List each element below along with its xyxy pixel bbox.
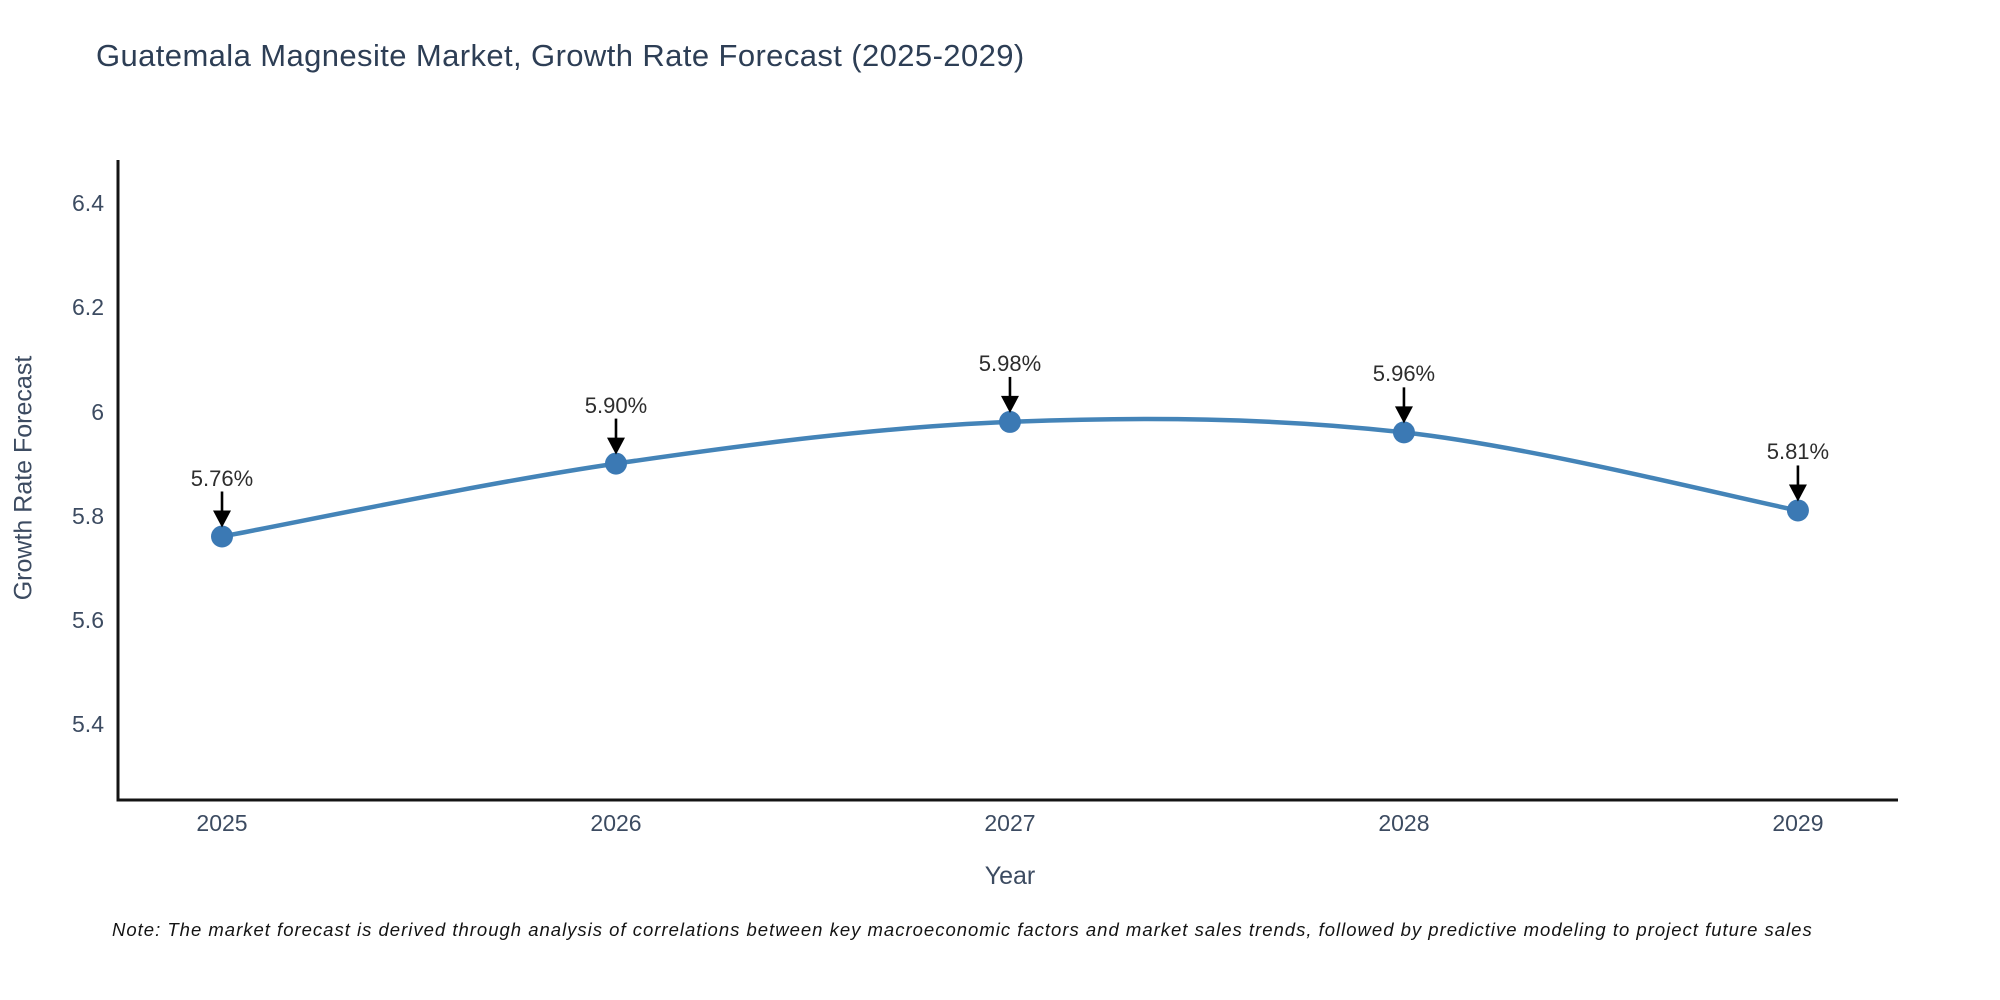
x-tick-label: 2028 [1378, 810, 1430, 836]
data-point-marker [1392, 421, 1415, 444]
annotation-arrowhead [1394, 406, 1413, 424]
chart-title: Guatemala Magnesite Market, Growth Rate … [96, 38, 1025, 73]
x-tick-label: 2026 [590, 810, 642, 836]
y-tick-label: 6.4 [72, 190, 104, 217]
data-point-marker [604, 452, 627, 475]
x-tick-label: 2025 [196, 810, 248, 836]
data-label: 5.76% [190, 465, 254, 491]
y-tick-label: 5.4 [72, 710, 104, 737]
data-point-marker [211, 525, 234, 548]
y-tick-label: 5.6 [72, 606, 104, 633]
data-label: 5.81% [1766, 439, 1830, 465]
annotation-arrowhead [606, 437, 625, 455]
footnote: Note: The market forecast is derived thr… [112, 919, 1813, 940]
data-label: 5.90% [584, 392, 648, 418]
annotation-arrowhead [1788, 484, 1807, 502]
data-label: 5.98% [978, 350, 1042, 376]
x-tick-label: 2029 [1772, 810, 1824, 836]
annotation-arrowhead [213, 510, 232, 528]
y-tick-label: 6.2 [72, 294, 104, 321]
data-point-marker [998, 410, 1021, 433]
y-tick-label: 6 [91, 398, 104, 425]
data-point-marker [1786, 499, 1809, 522]
x-tick-label: 2027 [984, 810, 1036, 836]
x-axis-label: Year [984, 862, 1036, 890]
y-tick-label: 5.8 [72, 502, 104, 529]
data-label: 5.96% [1372, 361, 1436, 387]
annotation-arrowhead [1000, 395, 1019, 413]
series-line [219, 416, 1801, 539]
